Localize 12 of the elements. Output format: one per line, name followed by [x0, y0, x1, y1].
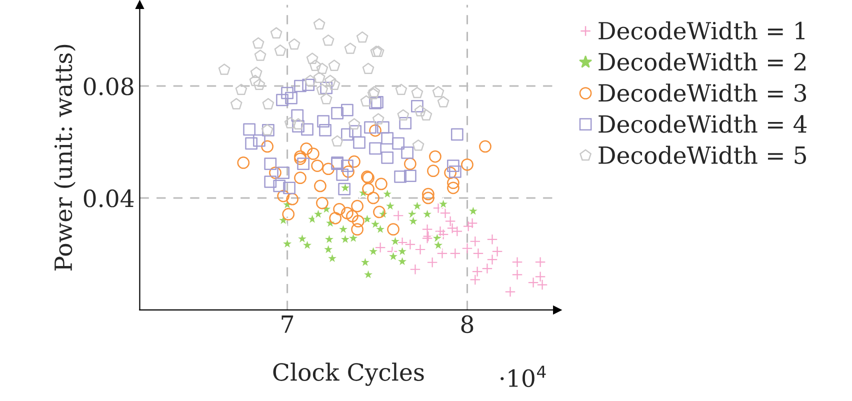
legend-label: DecodeWidth = 3 — [598, 84, 806, 102]
legend-label: DecodeWidth = 1 — [598, 21, 804, 40]
x-tick-label: 7 — [282, 316, 294, 333]
x-axis-title: Clock Cycles — [273, 362, 424, 386]
text: ·10$^{4}$ — [500, 366, 546, 388]
legend-label: DecodeWidth = 4 — [598, 114, 807, 133]
x-tick-label: 8 — [461, 315, 474, 334]
legend-label: DecodeWidth = 5 — [598, 146, 806, 164]
y-tick-label: 0.08 — [84, 77, 134, 96]
y-tick-label: 0.04 — [84, 189, 134, 208]
legend-label: DecodeWidth = 2 — [598, 52, 806, 71]
y-axis-title: Power (unit: watts) — [54, 44, 76, 271]
